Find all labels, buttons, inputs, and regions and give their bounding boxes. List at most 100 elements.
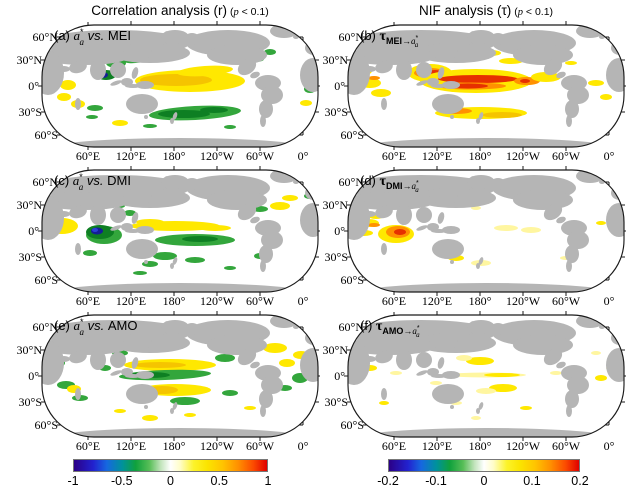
lon-label: 60°W [552,149,581,163]
land-shape [567,376,589,394]
map-panel-f: 60°N 30°N 0° 30°S 60°S 60°E 120°E 180° 120°W 60°W… [306,310,626,457]
land-shape [69,60,87,74]
land-shape [490,323,506,335]
land-shape [110,352,126,368]
land-shape [396,350,412,370]
land-shape [556,71,566,79]
data-blob [595,375,607,381]
data-blob [471,416,481,420]
colorbar-tick-label: 1 [264,474,272,488]
land-shape [567,86,589,104]
lat-label: 30°N [323,53,349,67]
data-blob [92,228,98,232]
land-shape [606,203,624,237]
land-shape [364,211,376,217]
lon-label: 60°E [382,439,406,453]
lon-label: 180° [469,439,492,453]
data-blob [371,89,391,97]
lat-label: 30°S [19,105,42,119]
map-svg-c: 60°N 30°N 0° 30°S 60°S 60°E 120°E 180° 120°W 60°W… [17,166,322,308]
land-shape [450,44,458,60]
lat-label: 0° [334,369,345,383]
lon-label: 60°W [552,294,581,308]
data-blob [494,225,518,231]
lon-label: 0° [298,439,309,453]
land-shape [42,341,64,385]
lat-label: 60°N [339,320,365,334]
land-shape [250,361,260,369]
landmass [348,25,624,147]
land-shape [437,67,445,79]
lon-label: 120°E [116,294,146,308]
map-panel-e: 60°N 30°N 0° 30°S 60°S 60°E 120°E 180° 120°W 60°W… [0,310,322,457]
land-shape [126,384,158,404]
land-shape [172,112,178,120]
data-blob [368,76,380,80]
colorbar-nif: -0.2 -0.1 0 0.1 0.2 [377,459,589,492]
land-shape [237,203,257,221]
data-blob [57,93,71,101]
land-shape [131,357,139,369]
land-shape [69,350,87,364]
colorbar-gradient [388,459,580,472]
map-panel-b: 60°N 30°N 0° 30°S 60°S 60°E 120°E 180° 120°W 60°W… [306,20,626,167]
data-blob [142,415,158,421]
data-blob [390,371,402,375]
land-shape [613,36,619,42]
land-shape [467,320,495,334]
lon-label: 60°E [382,149,406,163]
land-shape [300,58,318,92]
data-blob [224,266,236,270]
land-shape [184,323,200,335]
lat-label: 30°S [325,105,348,119]
lat-label: 60°S [35,418,58,432]
data-blob [200,107,228,113]
data-blob [282,195,298,201]
land-shape [126,94,158,114]
land-shape [543,348,563,366]
land-shape [161,175,189,189]
land-shape [478,112,484,120]
land-shape [375,60,393,74]
lon-label: 120°W [200,294,235,308]
land-shape [58,211,70,217]
data-blob [482,112,522,118]
land-shape [110,207,126,223]
map-panel-c: 60°N 30°N 0° 30°S 60°S 60°E 120°E 180° 120°W 60°W… [0,165,322,312]
data-blob [224,125,236,129]
data-blob [270,202,290,210]
land-shape [354,283,618,292]
land-shape [606,58,624,92]
data-blob [114,409,126,413]
land-shape [300,203,318,237]
lat-label: 0° [334,79,345,93]
land-shape [416,225,428,231]
land-shape [437,212,445,224]
land-shape [613,326,619,332]
land-shape [442,371,460,379]
data-blob [112,120,128,126]
map-svg-e: 60°N 30°N 0° 30°S 60°S 60°E 120°E 180° 120°W 60°W… [17,311,322,453]
colorbar-tick-label: 0 [167,474,174,488]
land-shape [442,226,460,234]
data-blob [520,79,530,83]
lat-label: 60°S [35,273,58,287]
land-shape [416,62,432,78]
map-svg-a: 60°N 30°N 0° 30°S 60°S 60°E 120°E 180° 120°W 60°W… [17,21,322,163]
data-blob [222,390,238,396]
lon-label: 120°W [506,439,541,453]
land-shape [136,226,154,234]
land-shape [348,196,370,240]
land-shape [381,98,387,110]
land-shape [75,243,81,255]
data-blob [215,354,235,362]
land-shape [144,260,148,264]
data-blob [565,61,577,65]
data-blob [124,210,136,216]
lon-label: 120°E [116,439,146,453]
land-shape [170,118,174,124]
lat-label: 60°N [33,30,59,44]
land-shape [131,212,139,224]
land-shape [75,98,81,110]
